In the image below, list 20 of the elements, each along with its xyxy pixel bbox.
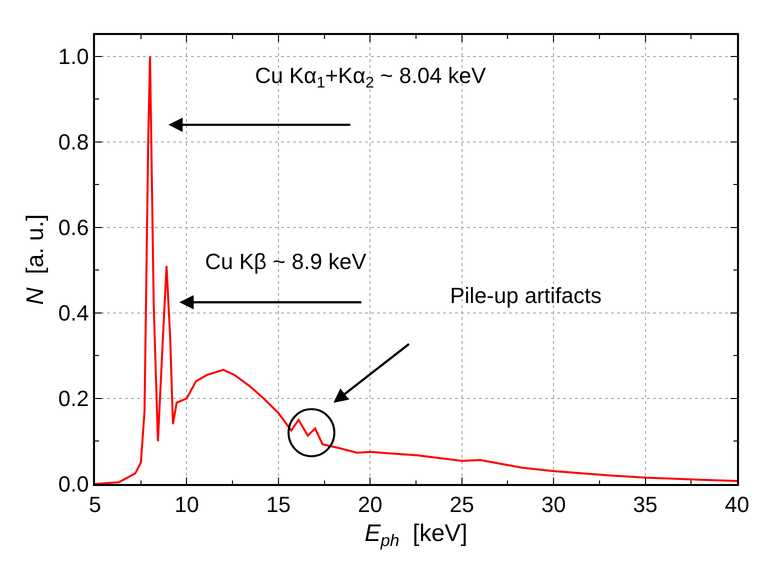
x-tick-label: 5 (88, 492, 102, 518)
x-tick-label: 40 (724, 492, 750, 518)
x-tick-label: 35 (633, 492, 658, 518)
x-tick-label: 20 (358, 492, 382, 518)
x-axis-title: E$_{ph}$ [keV] (364, 520, 468, 550)
y-tick-label: 0.8 (58, 130, 89, 155)
y-tick-label: 1.0 (58, 44, 89, 70)
line-series (95, 55, 737, 484)
annotation: Pile-up artifacts (450, 283, 602, 308)
annotation: Cu Kβ ~ 8.9 keV (205, 249, 367, 274)
y-tick-label: 0.4 (58, 300, 89, 326)
y-tick-label: 0.2 (58, 386, 89, 412)
x-tick-label: 10 (174, 492, 199, 518)
x-tick-label: 15 (266, 492, 291, 518)
annotation: Cu Kα$_{1}$+Kα$_{2}$ ~ 8.04 keV (255, 63, 486, 92)
x-tick-label: 30 (541, 492, 566, 518)
y-tick-label: 0.0 (58, 472, 89, 497)
y-axis-title: N [a. u.] (22, 214, 49, 305)
y-tick-label: 0.6 (58, 215, 89, 240)
x-tick-label: 25 (450, 492, 474, 518)
